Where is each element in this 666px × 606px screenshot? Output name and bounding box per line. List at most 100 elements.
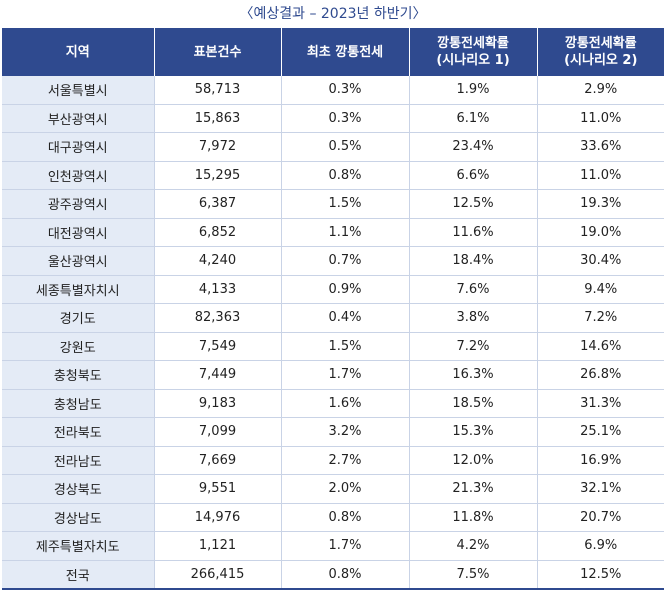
header-region: 지역	[2, 28, 155, 76]
cell-region: 전라북도	[2, 417, 155, 447]
cell-prob-scenario-1: 16.3%	[409, 360, 538, 390]
cell-sample-count: 4,133	[154, 275, 282, 304]
cell-prob-scenario-2: 12.5%	[537, 560, 664, 590]
cell-prob-scenario-2: 30.4%	[537, 246, 664, 276]
cell-prob-scenario-1: 7.6%	[409, 275, 538, 304]
table-row: 전국 266,415 0.8% 7.5% 12.5%	[2, 560, 664, 590]
table-row: 대구광역시 7,972 0.5% 23.4% 33.6%	[2, 132, 664, 162]
cell-region: 광주광역시	[2, 189, 155, 219]
cell-prob-scenario-1: 18.4%	[409, 246, 538, 276]
cell-sample-count: 7,549	[154, 332, 282, 361]
table-body: 서울특별시 58,713 0.3% 1.9% 2.9% 부산광역시 15,863 0.3% 6.…	[2, 76, 664, 590]
cell-prob-scenario-1: 4.2%	[409, 531, 538, 561]
table-row: 울산광역시 4,240 0.7% 18.4% 30.4%	[2, 246, 664, 276]
cell-prob-scenario-2: 16.9%	[537, 446, 664, 475]
cell-prob-scenario-2: 31.3%	[537, 389, 664, 418]
cell-initial-jeonse: 1.6%	[281, 389, 410, 418]
cell-initial-jeonse: 1.7%	[281, 360, 410, 390]
cell-prob-scenario-1: 6.6%	[409, 161, 538, 190]
table-caption: 〈예상결과 – 2023년 하반기〉	[239, 6, 427, 22]
table-row: 경상남도 14,976 0.8% 11.8% 20.7%	[2, 503, 664, 532]
cell-sample-count: 15,863	[154, 104, 282, 133]
cell-prob-scenario-2: 20.7%	[537, 503, 664, 532]
cell-prob-scenario-2: 11.0%	[537, 161, 664, 190]
cell-initial-jeonse: 1.1%	[281, 218, 410, 247]
cell-initial-jeonse: 0.8%	[281, 560, 410, 590]
cell-sample-count: 266,415	[154, 560, 282, 590]
cell-prob-scenario-1: 11.6%	[409, 218, 538, 247]
cell-prob-scenario-1: 11.8%	[409, 503, 538, 532]
cell-initial-jeonse: 0.7%	[281, 246, 410, 276]
table-row: 광주광역시 6,387 1.5% 12.5% 19.3%	[2, 189, 664, 219]
table-row: 대전광역시 6,852 1.1% 11.6% 19.0%	[2, 218, 664, 247]
cell-prob-scenario-2: 26.8%	[537, 360, 664, 390]
cell-sample-count: 14,976	[154, 503, 282, 532]
cell-prob-scenario-2: 14.6%	[537, 332, 664, 361]
cell-initial-jeonse: 0.9%	[281, 275, 410, 304]
table-row: 인천광역시 15,295 0.8% 6.6% 11.0%	[2, 161, 664, 190]
cell-initial-jeonse: 0.3%	[281, 76, 410, 105]
cell-sample-count: 7,449	[154, 360, 282, 390]
cell-prob-scenario-2: 2.9%	[537, 76, 664, 105]
cell-sample-count: 6,387	[154, 189, 282, 219]
cell-sample-count: 1,121	[154, 531, 282, 561]
cell-sample-count: 9,551	[154, 474, 282, 504]
table-row: 제주특별자치도 1,121 1.7% 4.2% 6.9%	[2, 531, 664, 561]
table-row: 경상북도 9,551 2.0% 21.3% 32.1%	[2, 474, 664, 504]
cell-sample-count: 58,713	[154, 76, 282, 105]
cell-initial-jeonse: 0.5%	[281, 132, 410, 162]
cell-region: 부산광역시	[2, 104, 155, 133]
cell-initial-jeonse: 0.8%	[281, 161, 410, 190]
cell-prob-scenario-2: 32.1%	[537, 474, 664, 504]
cell-prob-scenario-1: 23.4%	[409, 132, 538, 162]
cell-region: 충청북도	[2, 360, 155, 390]
cell-prob-scenario-1: 1.9%	[409, 76, 538, 105]
cell-initial-jeonse: 1.7%	[281, 531, 410, 561]
table-row: 강원도 7,549 1.5% 7.2% 14.6%	[2, 332, 664, 361]
cell-sample-count: 9,183	[154, 389, 282, 418]
cell-sample-count: 82,363	[154, 303, 282, 333]
cell-sample-count: 4,240	[154, 246, 282, 276]
cell-prob-scenario-2: 25.1%	[537, 417, 664, 447]
cell-region: 인천광역시	[2, 161, 155, 190]
cell-prob-scenario-1: 3.8%	[409, 303, 538, 333]
cell-region: 경상북도	[2, 474, 155, 504]
table-row: 충청남도 9,183 1.6% 18.5% 31.3%	[2, 389, 664, 418]
cell-region: 경기도	[2, 303, 155, 333]
cell-region: 제주특별자치도	[2, 531, 155, 561]
cell-initial-jeonse: 3.2%	[281, 417, 410, 447]
cell-initial-jeonse: 1.5%	[281, 189, 410, 219]
cell-initial-jeonse: 1.5%	[281, 332, 410, 361]
cell-initial-jeonse: 2.7%	[281, 446, 410, 475]
cell-sample-count: 7,669	[154, 446, 282, 475]
table-row: 부산광역시 15,863 0.3% 6.1% 11.0%	[2, 104, 664, 133]
cell-initial-jeonse: 2.0%	[281, 474, 410, 504]
header-initial-jeonse: 최초 깡통전세	[281, 28, 410, 76]
cell-prob-scenario-2: 9.4%	[537, 275, 664, 304]
cell-region: 대전광역시	[2, 218, 155, 247]
cell-prob-scenario-1: 12.5%	[409, 189, 538, 219]
cell-region: 강원도	[2, 332, 155, 361]
cell-region: 세종특별자치시	[2, 275, 155, 304]
cell-prob-scenario-2: 7.2%	[537, 303, 664, 333]
cell-region: 대구광역시	[2, 132, 155, 162]
table-row: 서울특별시 58,713 0.3% 1.9% 2.9%	[2, 76, 664, 105]
table-row: 충청북도 7,449 1.7% 16.3% 26.8%	[2, 360, 664, 390]
cell-prob-scenario-1: 21.3%	[409, 474, 538, 504]
cell-initial-jeonse: 0.4%	[281, 303, 410, 333]
cell-region: 서울특별시	[2, 76, 155, 105]
cell-prob-scenario-1: 6.1%	[409, 104, 538, 133]
cell-region: 전국	[2, 560, 155, 590]
cell-prob-scenario-2: 6.9%	[537, 531, 664, 561]
cell-prob-scenario-1: 12.0%	[409, 446, 538, 475]
table-row: 세종특별자치시 4,133 0.9% 7.6% 9.4%	[2, 275, 664, 304]
cell-prob-scenario-2: 19.0%	[537, 218, 664, 247]
cell-region: 충청남도	[2, 389, 155, 418]
cell-prob-scenario-1: 7.5%	[409, 560, 538, 590]
cell-prob-scenario-1: 18.5%	[409, 389, 538, 418]
cell-sample-count: 15,295	[154, 161, 282, 190]
table-row: 전라북도 7,099 3.2% 15.3% 25.1%	[2, 417, 664, 447]
cell-region: 전라남도	[2, 446, 155, 475]
header-sample-count: 표본건수	[154, 28, 282, 76]
cell-region: 경상남도	[2, 503, 155, 532]
